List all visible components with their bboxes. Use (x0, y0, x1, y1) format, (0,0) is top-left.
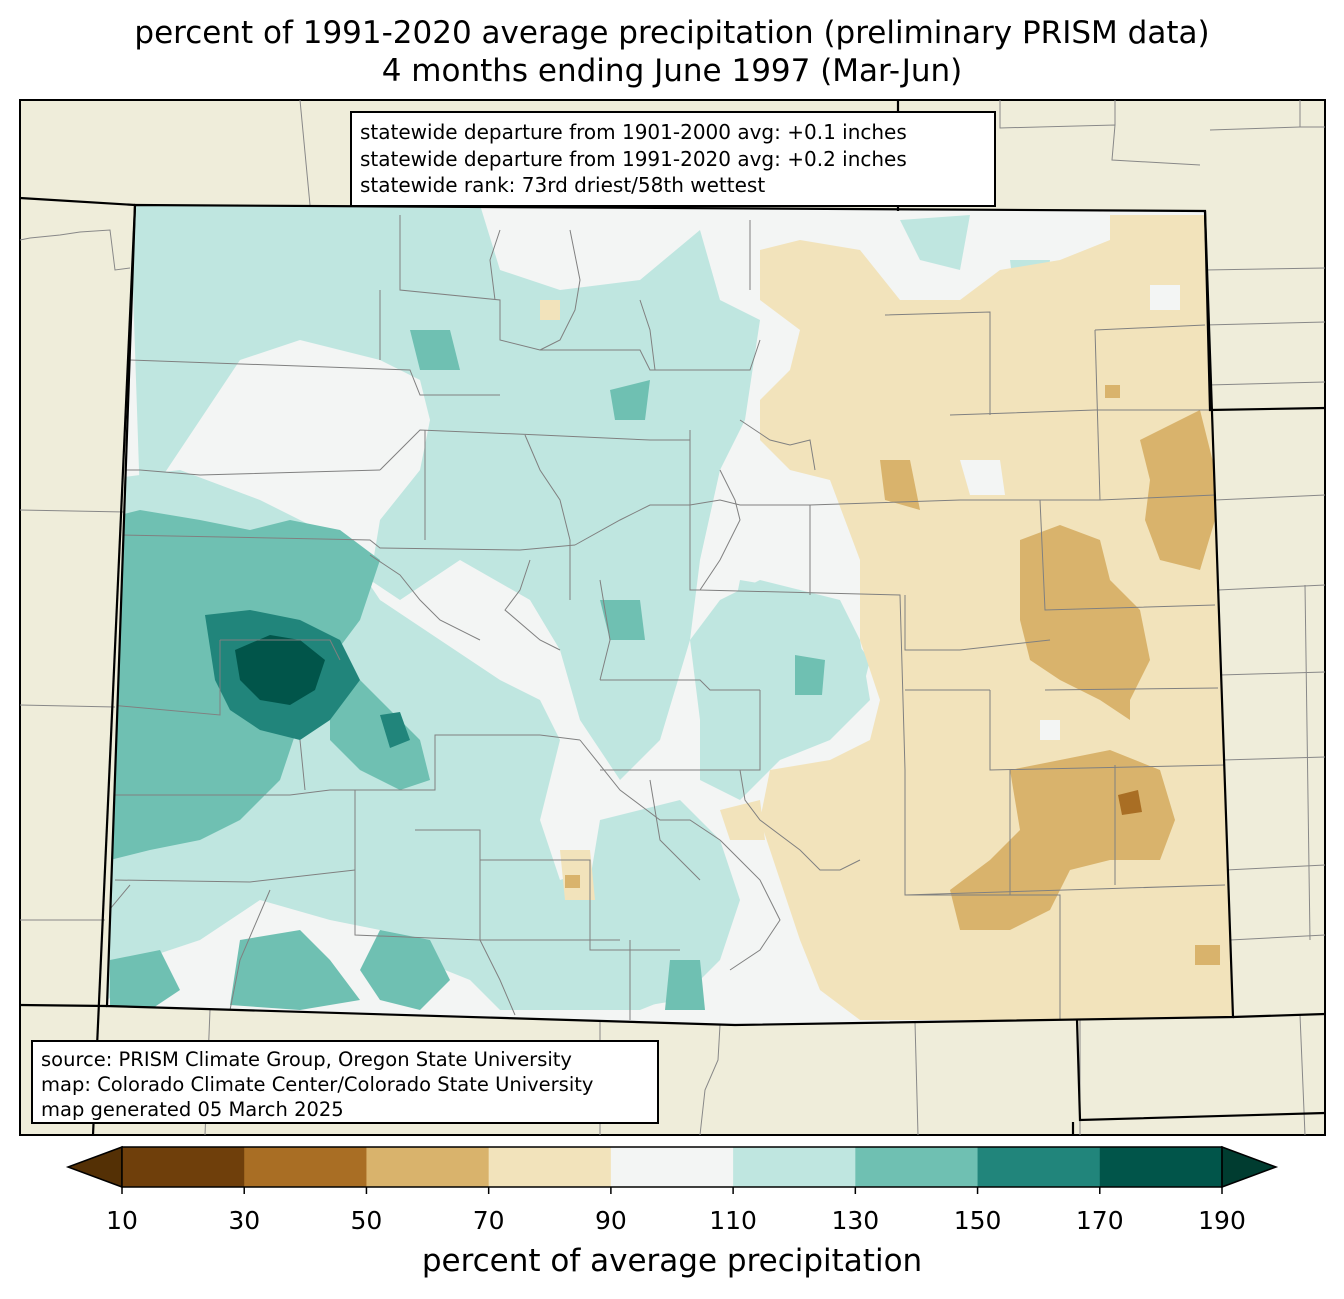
colorbar-bin-70-90 (488, 1147, 612, 1187)
colorbar-tick-label: 30 (228, 1206, 261, 1235)
source-box: source: PRISM Climate Group, Oregon Stat… (31, 1040, 659, 1124)
colorbar-outline (121, 1146, 1223, 1188)
colorbar-bin-10-30 (122, 1147, 245, 1187)
state-borders (19, 100, 1326, 1136)
neighbor-county-lines (19, 99, 1326, 1136)
statewide-stats-box: statewide departure from 1901-2000 avg: … (350, 111, 996, 207)
colorbar-tick-label: 70 (472, 1206, 505, 1235)
precipitation-contours (107, 205, 1233, 1020)
title-line-2: 4 months ending June 1997 (Mar-Jun) (381, 53, 963, 89)
colorbar-bin-170-190 (1099, 1147, 1223, 1187)
colorbar-tick-label: 110 (709, 1206, 757, 1235)
colorbar-bin-130-150 (855, 1147, 979, 1187)
colorbar-under-arrow (65, 1145, 123, 1189)
colorbar-bin-110-130 (733, 1147, 856, 1187)
colorbar-over-arrow (1221, 1145, 1279, 1189)
map-title: percent of 1991-2020 average precipitati… (0, 14, 1344, 90)
colorbar-tick-label: 190 (1198, 1206, 1246, 1235)
generated-date-line: map generated 05 March 2025 (41, 1098, 344, 1121)
colorbar-tick-label: 150 (953, 1206, 1002, 1235)
colorbar-tick-label: 50 (350, 1206, 383, 1235)
colorbar-tick-label: 130 (831, 1206, 880, 1235)
colorbar-tick-label: 170 (1075, 1206, 1124, 1235)
source-line: source: PRISM Climate Group, Oregon Stat… (41, 1048, 572, 1071)
county-lines (107, 215, 1226, 1020)
colorbar-bin-30-50 (244, 1147, 367, 1187)
colorbar-bin-150-170 (977, 1147, 1101, 1187)
stats-rank: statewide rank: 73rd driest/58th wettest (360, 173, 766, 197)
stats-departure-1991: statewide departure from 1991-2020 avg: … (360, 146, 907, 171)
colorbar-label: percent of average precipitation (421, 1243, 923, 1279)
colorbar (65, 1145, 1279, 1194)
map-credit-line: map: Colorado Climate Center/Colorado St… (41, 1073, 594, 1096)
colorbar-bin-90-110 (610, 1147, 734, 1187)
colorbar-bin-50-70 (366, 1147, 490, 1187)
title-line-1: percent of 1991-2020 average precipitati… (134, 15, 1210, 51)
colorbar-tick-label: 90 (594, 1206, 627, 1235)
stats-departure-1901: statewide departure from 1901-2000 avg: … (360, 120, 907, 144)
colorbar-tick-label: 10 (106, 1206, 138, 1235)
